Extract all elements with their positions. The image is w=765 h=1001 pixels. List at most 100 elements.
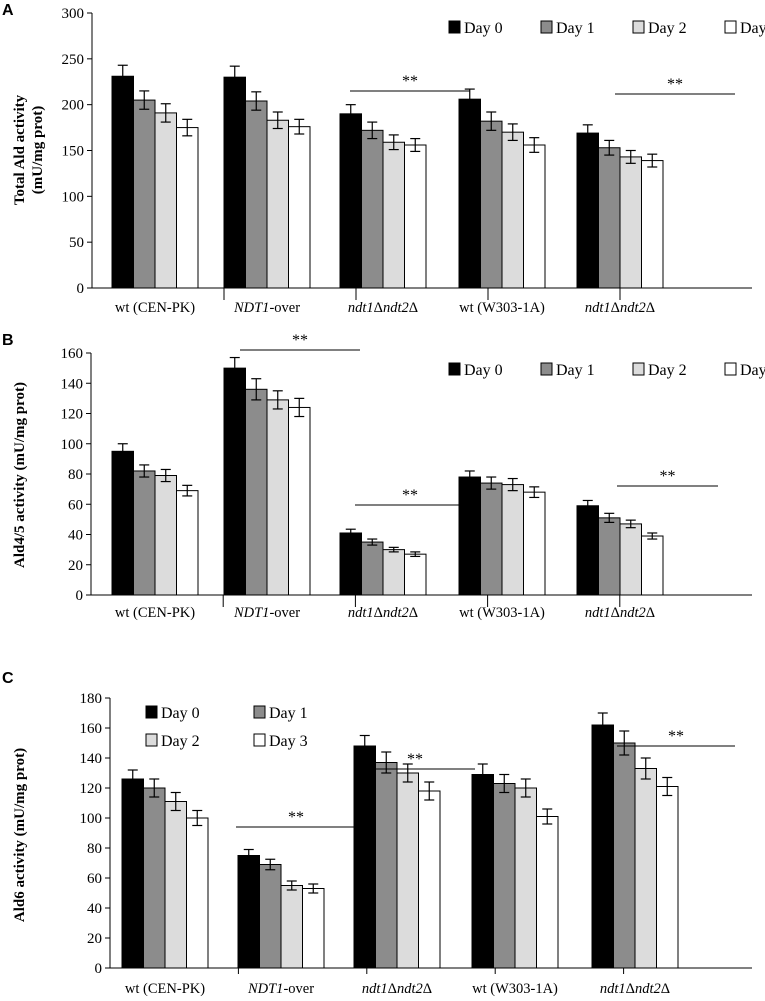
significance-marker: ** [668,728,684,745]
y-tick-label: 150 [62,144,85,160]
bar [245,100,268,289]
bar [523,144,546,289]
y-tick-label: 140 [80,751,103,767]
category-label: wt (CEN-PK) [125,981,205,997]
legend-swatch [724,362,737,376]
category-label-part: wt (CEN-PK) [115,300,195,316]
bar [641,160,664,289]
y-axis-label-line: (mU/mg prot) [30,106,46,194]
y-tick-label: 40 [87,901,102,917]
legend-swatch [253,733,266,747]
legend-label: Day 1 [556,362,595,379]
bar [375,762,398,969]
category-label: ndt1Δndt2Δ [585,605,655,621]
legend-swatch [724,20,737,34]
category-label: NDT1-over [247,981,314,997]
category-label-part: Δ [374,300,383,316]
legend-swatch [632,362,645,376]
bar [576,132,599,289]
legend-label: Day 2 [648,20,687,37]
y-axis-label-line: Ald4/5 activity (mU/mg prot) [12,382,28,568]
y-tick-label: 20 [68,558,83,574]
category-label-part: ndt1 [585,300,611,316]
bar [121,778,144,969]
y-axis-label-line: Ald6 activity (mU/mg prot) [12,748,28,922]
bar [396,772,419,969]
bar [223,76,246,289]
legend-label: Day 2 [648,362,687,379]
category-label-part: ndt1 [348,605,374,621]
legend-label: Day 1 [556,20,595,37]
bar [176,490,199,596]
y-tick-label: 60 [87,871,102,887]
panel-letter: C [2,670,14,687]
significance-marker: ** [407,751,423,768]
bar [501,484,524,596]
category-label-part: wt (W303-1A) [472,981,558,997]
category-label-part: ndt2 [397,981,423,997]
category-label: NDT1-over [233,300,300,316]
bar [223,367,246,596]
bar [634,768,657,969]
category-label-part: Δ [611,605,620,621]
legend-label: Day 3 [740,20,765,37]
bar [404,144,427,289]
y-axis-label-line: Total Ald activity [12,94,28,205]
bar [266,399,289,596]
category-label-part: Δ [646,300,655,316]
category-label-part: ndt2 [635,981,661,997]
bar [471,774,494,969]
legend-label: Day 0 [464,20,503,37]
bar [154,475,177,596]
category-label-part: -over [283,981,314,997]
bar [493,783,516,969]
bar [523,491,546,596]
y-tick-label: 120 [80,781,103,797]
category-label-part: Δ [661,981,670,997]
legend-swatch [448,362,461,376]
y-tick-label: 20 [87,931,102,947]
y-tick-label: 100 [61,437,84,453]
y-tick-label: 0 [77,281,85,297]
y-axis-label: Ald6 activity (mU/mg prot) [12,748,28,922]
bar [237,855,260,969]
y-tick-label: 100 [62,189,85,205]
y-tick-label: 250 [62,52,85,68]
bar [280,885,303,969]
y-tick-label: 160 [61,346,84,362]
y-tick-label: 60 [68,497,83,513]
bar [353,745,376,969]
bar [536,816,559,969]
bar [164,801,187,969]
legend-label: Day 0 [161,705,200,722]
y-tick-label: 120 [61,407,84,423]
category-label-part: wt (CEN-PK) [125,981,205,997]
category-label-part: NDT1 [233,300,269,316]
category-label-part: Δ [388,981,397,997]
category-label-part: ndt2 [620,300,646,316]
bar [514,787,537,969]
bar [133,99,156,289]
category-label: ndt1Δndt2Δ [348,605,418,621]
legend-swatch [145,705,158,719]
bar [186,817,209,969]
category-label: ndt1Δndt2Δ [585,300,655,316]
bar [619,523,642,596]
bar [404,553,427,596]
category-label-part: Δ [374,605,383,621]
bar [480,120,503,289]
category-label-part: Δ [611,300,620,316]
bar [288,406,311,596]
significance-marker: ** [402,73,418,90]
y-tick-label: 140 [61,376,84,392]
bar [288,126,311,289]
legend-swatch [632,20,645,34]
bar [302,888,325,969]
bar [480,482,503,596]
category-label-part: NDT1 [233,605,269,621]
bar [143,787,166,969]
category-label-part: ndt1 [585,605,611,621]
bar [656,786,679,969]
category-label-part: Δ [409,300,418,316]
